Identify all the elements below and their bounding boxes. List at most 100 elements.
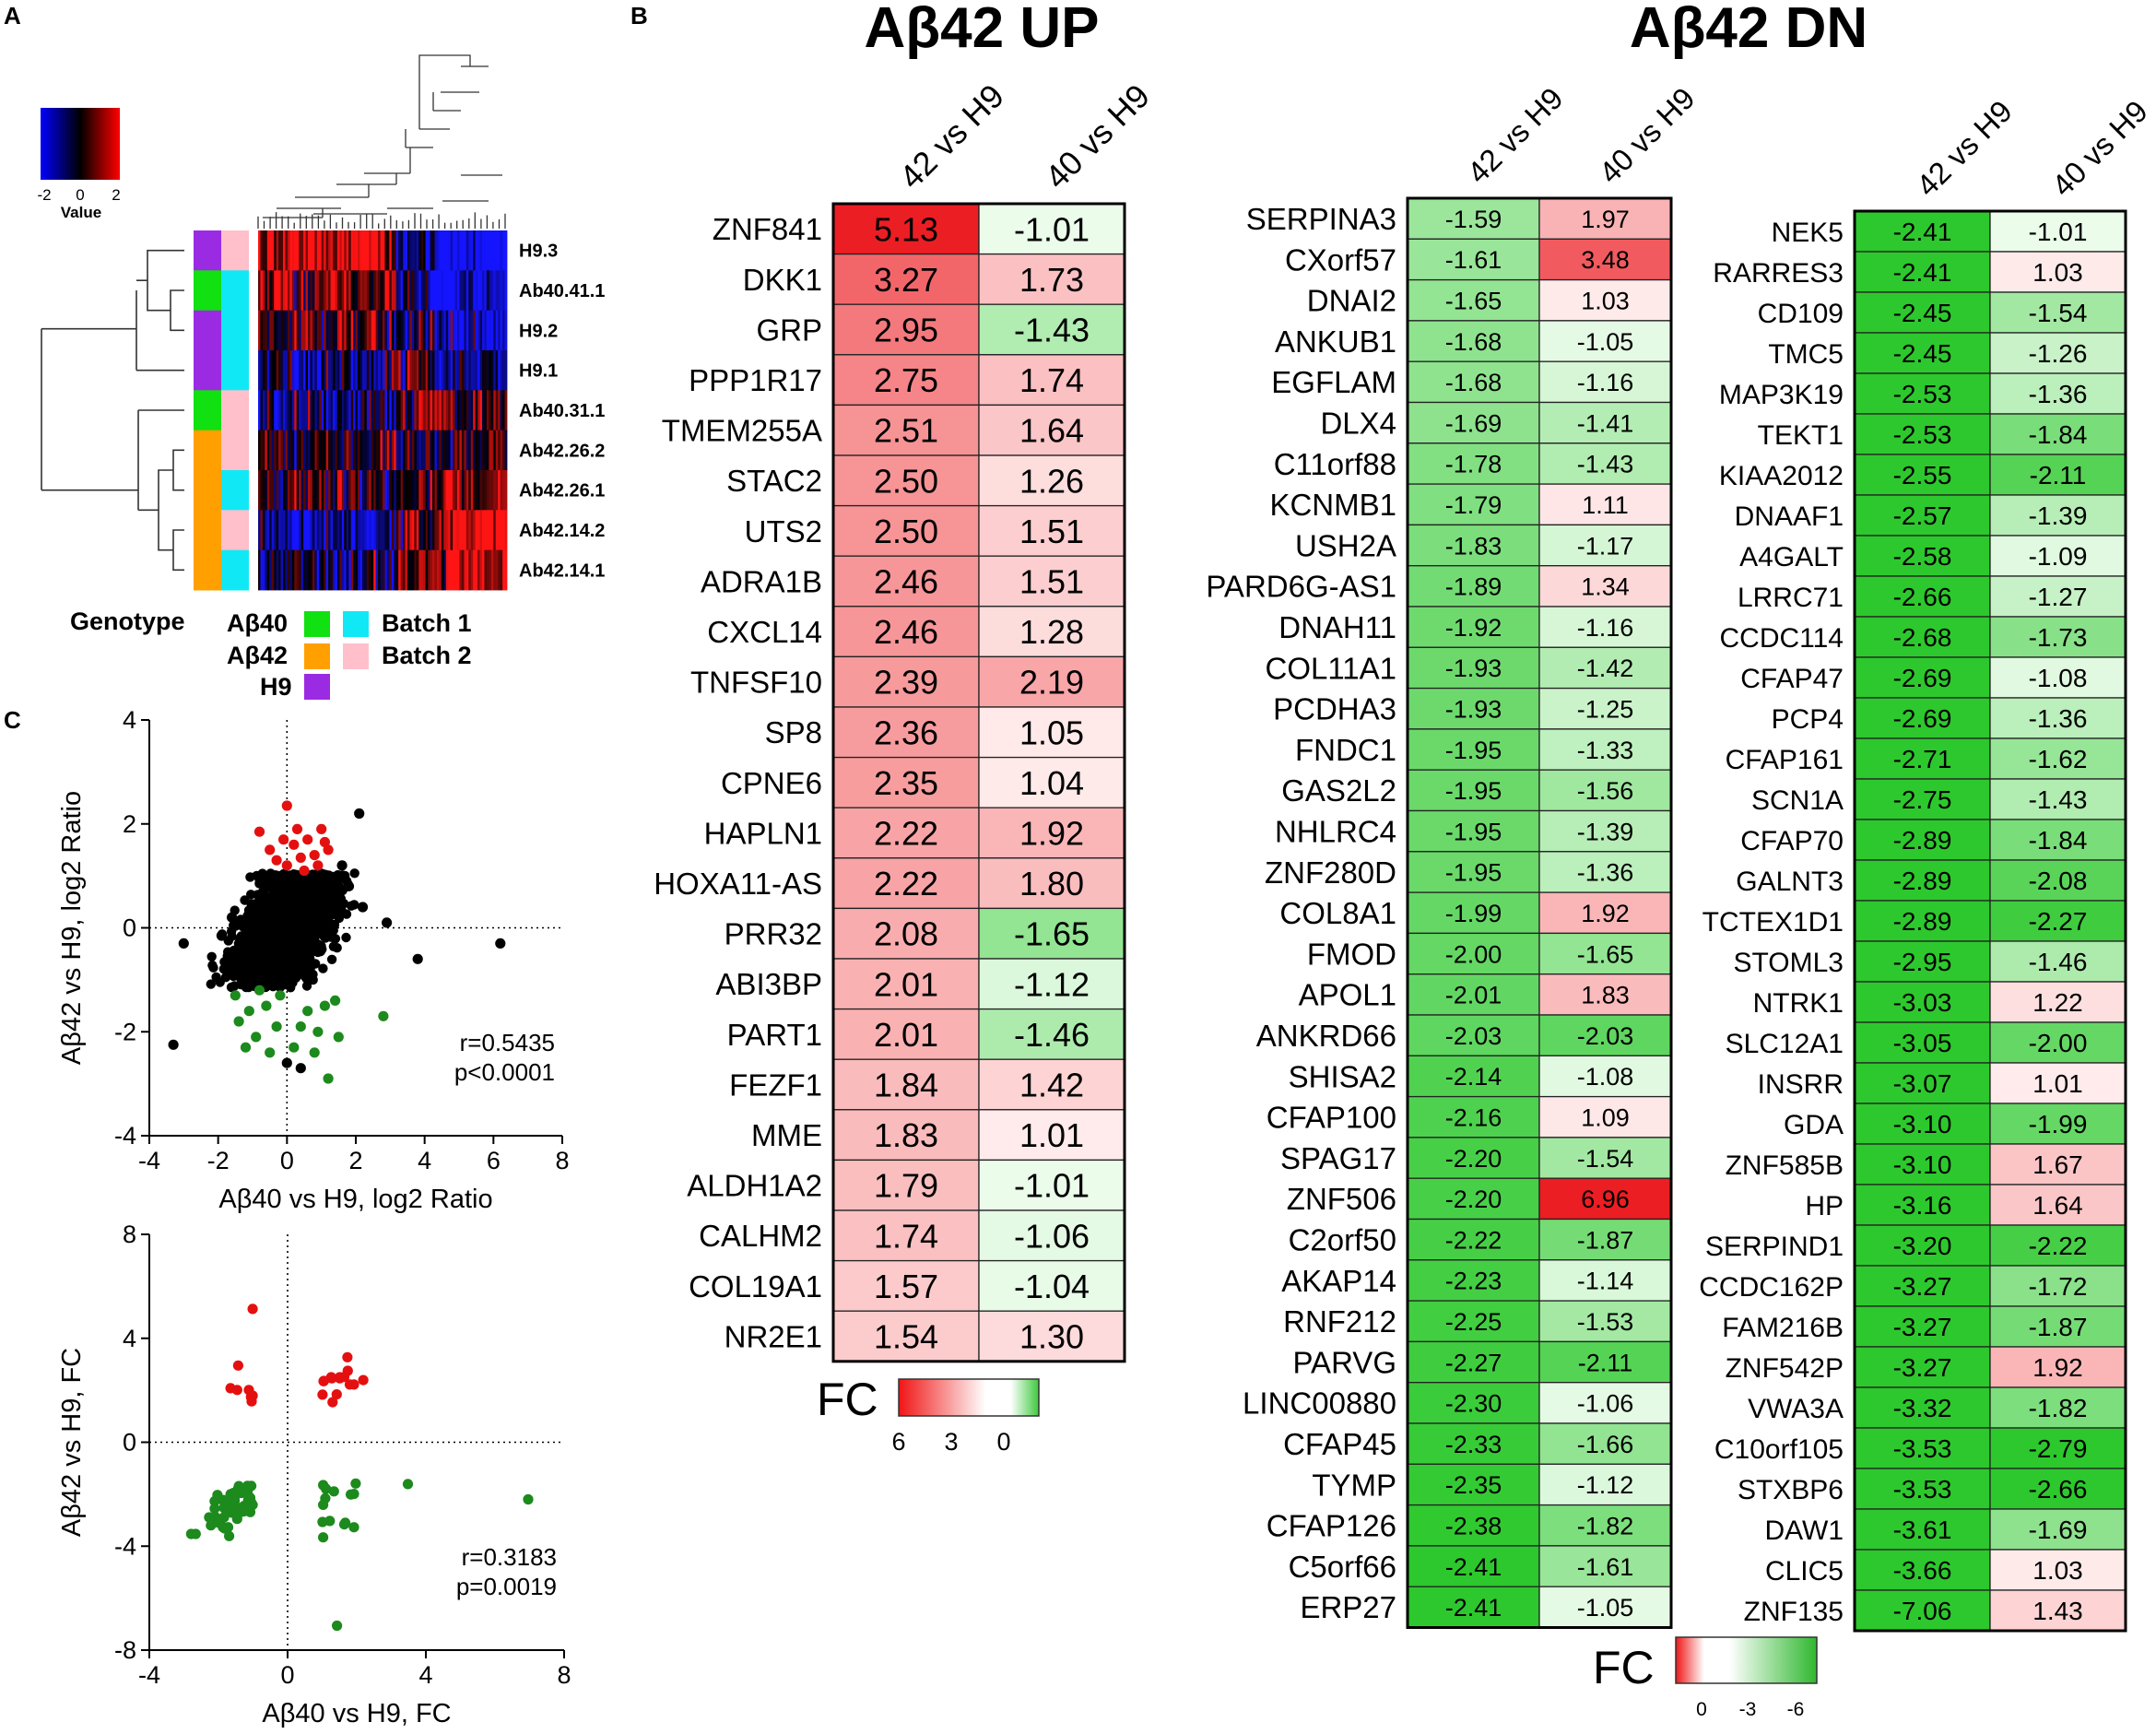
- heatmap-cell: [335, 430, 338, 471]
- heatmap-cell: [477, 230, 480, 271]
- fc-value: -1.09: [2029, 542, 2088, 571]
- heatmap-cell: [473, 390, 477, 431]
- heatmap-cell: [502, 230, 505, 271]
- legend-genotype-label: Aβ42: [227, 642, 288, 669]
- heatmap-cell: [266, 510, 270, 551]
- heatmap-cell: [269, 510, 273, 551]
- heatmap-cell: [269, 549, 273, 591]
- gene-label: MME: [751, 1118, 822, 1152]
- heatmap-cell: [305, 310, 309, 351]
- fc-value: 2.01: [874, 1016, 938, 1054]
- heatmap-cell: [384, 430, 388, 471]
- data-point-black: [168, 1039, 179, 1050]
- heatmap-cell: [409, 310, 413, 351]
- fc-legend-tick: 0: [1696, 1699, 1707, 1720]
- heatmap-cell: [386, 470, 390, 511]
- fc-cell: [1407, 320, 1540, 362]
- heatmap-cell: [373, 510, 377, 551]
- heatmap-cell: [262, 270, 265, 312]
- heatmap-cell: [457, 350, 460, 391]
- fc-cell: [1407, 1463, 1540, 1506]
- fc-value: -2.08: [2029, 867, 2088, 895]
- heatmap-cell: [375, 390, 379, 431]
- heatmap-cell: [418, 510, 422, 551]
- data-point-black: [284, 950, 294, 961]
- heatmap-cell: [482, 510, 485, 551]
- fc-value: 2.36: [874, 714, 938, 751]
- gene-label: TMC5: [1768, 339, 1844, 370]
- fc-legend-tick: 6: [891, 1428, 905, 1456]
- heatmap-cell: [383, 270, 385, 312]
- fc-value: -2.58: [1893, 542, 1952, 571]
- heatmap-cell: [411, 430, 415, 471]
- gene-label: CFAP45: [1283, 1427, 1396, 1461]
- gene-label: SPAG17: [1280, 1141, 1396, 1175]
- heatmap-cell: [278, 430, 281, 471]
- heatmap-cell: [335, 310, 338, 351]
- heatmap-cell: [500, 350, 503, 391]
- gene-label: STAC2: [726, 464, 822, 498]
- heatmap-cell: [278, 390, 281, 431]
- heatmap-cell: [341, 430, 345, 471]
- data-point-green: [402, 1479, 414, 1490]
- x-tick-label: 4: [418, 1661, 432, 1689]
- gene-label: ZNF135: [1744, 1597, 1844, 1627]
- gene-label: TCTEX1D1: [1702, 907, 1844, 938]
- heatmap-cell: [443, 430, 447, 471]
- heatmap-cell: [504, 310, 508, 351]
- heatmap-cell: [300, 549, 304, 591]
- data-point-green: [330, 995, 341, 1006]
- heatmap-cell: [336, 310, 340, 351]
- heatmap-cell: [359, 470, 363, 511]
- table-border: [1406, 196, 1673, 1629]
- fc-cell: [978, 504, 1125, 557]
- genotype-bar-cell: [194, 390, 221, 431]
- heatmap-cell: [490, 230, 494, 271]
- heatmap-cell: [405, 430, 408, 471]
- fc-value: 1.57: [874, 1268, 938, 1305]
- heatmap-cell: [470, 470, 474, 511]
- heatmap-cell: [479, 510, 483, 551]
- data-point-black: [283, 876, 293, 887]
- data-point-black: [349, 900, 359, 910]
- heatmap-cell: [484, 350, 488, 391]
- heatmap-cell: [477, 510, 480, 551]
- fc-cell: [1989, 1386, 2127, 1429]
- heatmap-cell: [473, 510, 477, 551]
- heatmap-cell: [291, 510, 295, 551]
- heatmap-cell: [333, 270, 336, 312]
- heatmap-cell: [436, 230, 440, 271]
- fc-value: 2.50: [874, 513, 938, 550]
- heatmap-cell: [464, 230, 467, 271]
- heatmap-cell: [498, 510, 501, 551]
- data-point-black: [295, 1063, 306, 1074]
- fc-value: -1.69: [2029, 1516, 2088, 1544]
- heatmap-cell: [486, 310, 489, 351]
- data-point-red: [247, 1303, 258, 1315]
- heatmap-cell: [299, 310, 302, 351]
- genotype-bar-cell: [194, 350, 221, 391]
- heatmap-cell: [330, 350, 334, 391]
- heatmap-cell: [283, 390, 286, 431]
- data-point-green: [235, 1487, 246, 1499]
- heatmap-cell: [425, 230, 429, 271]
- heatmap-cell: [380, 230, 383, 271]
- heatmap-cell: [287, 510, 290, 551]
- heatmap-cell: [405, 390, 408, 431]
- heatmap-cell: [324, 430, 327, 471]
- fc-value: -3.07: [1893, 1069, 1952, 1098]
- gene-label: DKK1: [743, 263, 822, 297]
- heatmap-cell: [490, 270, 494, 312]
- colorbar-tick: 0: [76, 186, 84, 204]
- heatmap-cell: [335, 390, 338, 431]
- heatmap-cell: [461, 549, 465, 591]
- heatmap-cell: [493, 430, 497, 471]
- heatmap-cell: [262, 310, 265, 351]
- heatmap-cell: [369, 390, 372, 431]
- heatmap-cell: [300, 390, 304, 431]
- heatmap-cell: [324, 470, 327, 511]
- data-point-green: [328, 1486, 339, 1497]
- heatmap-cell: [394, 350, 397, 391]
- fc-value: 1.84: [874, 1066, 938, 1103]
- heatmap-cell: [380, 510, 383, 551]
